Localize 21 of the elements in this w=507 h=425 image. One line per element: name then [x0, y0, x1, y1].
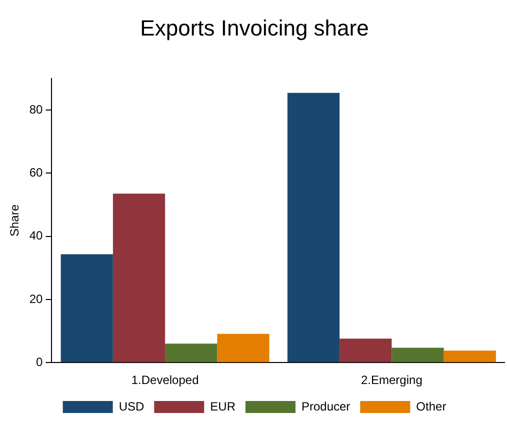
bar [287, 92, 340, 362]
bar [60, 254, 113, 362]
bar [112, 194, 166, 362]
x-tick-label: 2.Emerging [361, 373, 422, 388]
bar [165, 344, 218, 362]
bar [217, 334, 270, 362]
x-tick-label: 1.Developed [131, 373, 199, 388]
y-tick-label: 60 [29, 165, 44, 180]
bar [340, 338, 392, 362]
bar [392, 348, 444, 362]
chart-title: Exports Invoicing share [140, 15, 369, 40]
bar [444, 350, 496, 362]
legend-label: USD [118, 399, 144, 414]
y-tick-label: 40 [29, 228, 44, 243]
y-tick-label: 80 [29, 102, 44, 116]
legend-label: EUR [210, 399, 236, 414]
y-axis-title: Share [8, 204, 22, 237]
y-tick-label: 0 [36, 354, 44, 369]
legend-label: Other [416, 399, 446, 414]
legend-label: Producer [301, 399, 350, 414]
y-tick-label: 20 [29, 292, 44, 306]
